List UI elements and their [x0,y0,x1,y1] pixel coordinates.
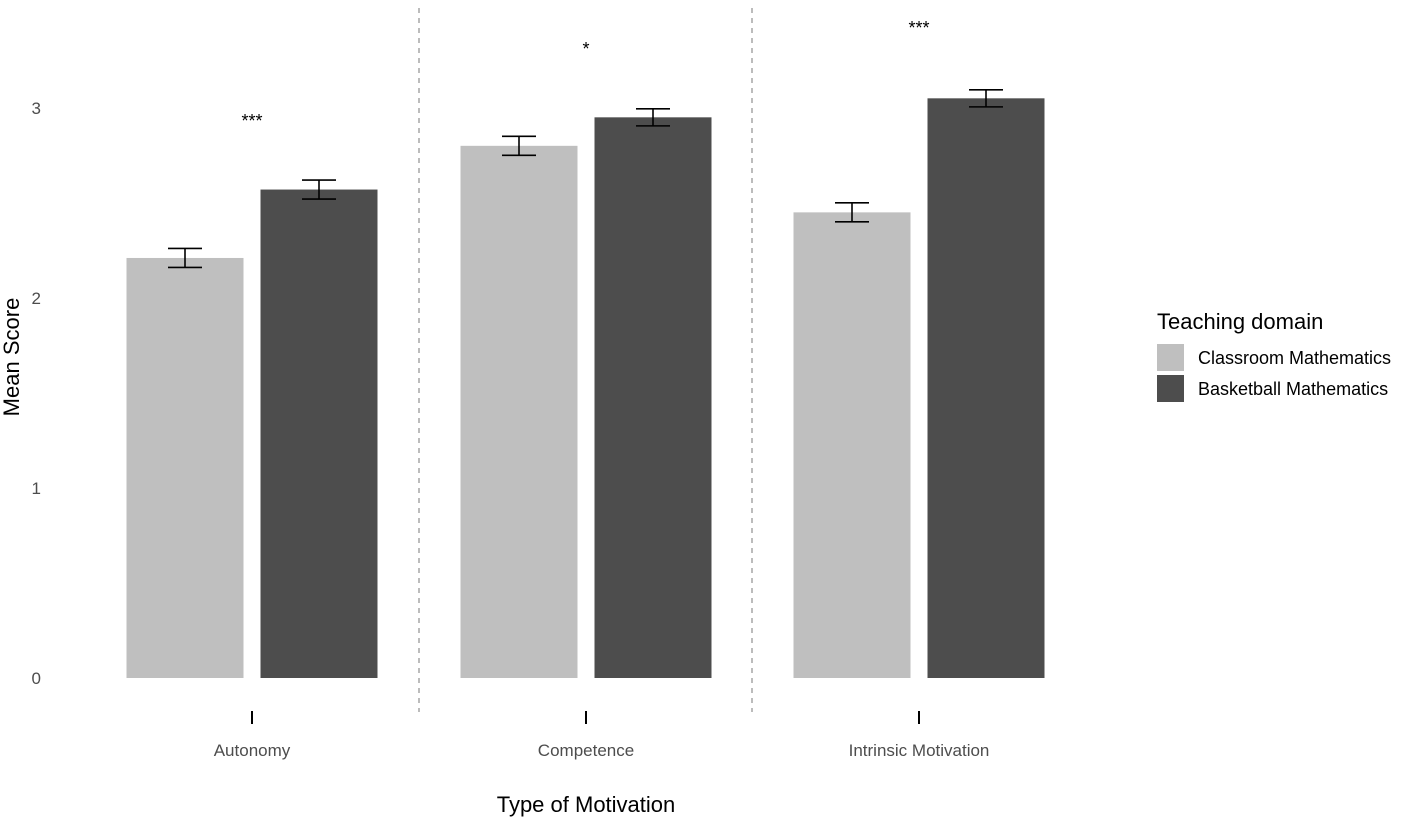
error-bar [168,247,202,269]
error-bar [969,88,1003,108]
error-bars-layer [168,88,1003,269]
significance-marker: *** [241,111,262,131]
y-tick-label: 2 [32,289,41,308]
legend-swatch-2 [1157,375,1184,402]
category-separators [418,8,753,712]
significance-marker: *** [908,18,929,38]
x-tick-label: Intrinsic Motivation [849,741,990,760]
bar-intrinsic-motivation-series-1 [793,212,911,678]
bars-layer [126,98,1045,679]
bar-intrinsic-motivation-series-2 [927,98,1045,678]
significance-marker: * [582,39,589,59]
x-axis: Autonomy Competence Intrinsic Motivation [214,711,990,760]
y-tick-label: 1 [32,479,41,498]
legend-label-2: Basketball Mathematics [1198,379,1388,399]
error-bar [636,107,670,127]
error-bar [302,179,336,200]
error-bar [502,135,536,157]
significance-layer: ******* [241,18,929,131]
bar-autonomy-series-2 [260,189,378,678]
bar-competence-series-2 [594,117,712,678]
x-axis-title: Type of Motivation [497,792,676,817]
legend-title: Teaching domain [1157,309,1323,334]
legend-swatch-1 [1157,344,1184,371]
x-tick-label: Competence [538,741,634,760]
y-axis-title: Mean Score [0,298,24,417]
error-bar [835,202,869,223]
y-tick-label: 3 [32,99,41,118]
y-axis: 0 1 2 3 [32,99,41,688]
legend: Teaching domain Classroom Mathematics Bas… [1157,309,1391,402]
y-tick-label: 0 [32,669,41,688]
bar-competence-series-1 [460,145,578,679]
x-tick-label: Autonomy [214,741,291,760]
legend-label-1: Classroom Mathematics [1198,348,1391,368]
bar-autonomy-series-1 [126,257,244,678]
